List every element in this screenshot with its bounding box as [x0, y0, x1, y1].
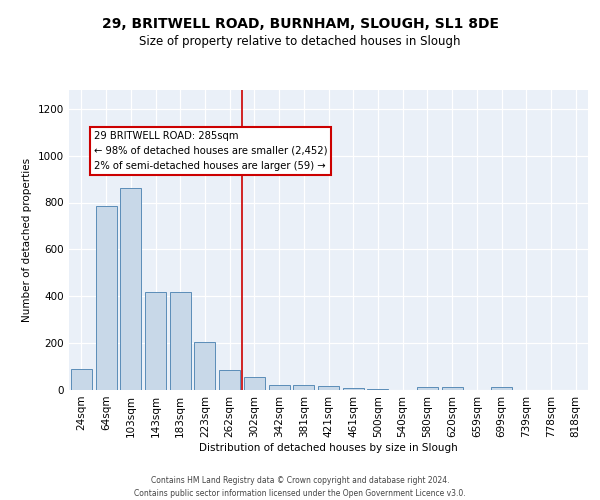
Bar [442, 387, 463, 390]
Bar [170, 292, 191, 390]
Bar [491, 387, 512, 390]
Bar [244, 377, 265, 390]
Bar [417, 387, 438, 390]
X-axis label: Distribution of detached houses by size in Slough: Distribution of detached houses by size … [199, 442, 458, 452]
Bar [219, 370, 240, 390]
Bar [367, 389, 388, 390]
Text: 29, BRITWELL ROAD, BURNHAM, SLOUGH, SL1 8DE: 29, BRITWELL ROAD, BURNHAM, SLOUGH, SL1 … [101, 18, 499, 32]
Bar [120, 188, 141, 390]
Bar [318, 386, 339, 390]
Bar [269, 386, 290, 390]
Bar [145, 292, 166, 390]
Bar [194, 342, 215, 390]
Text: Contains HM Land Registry data © Crown copyright and database right 2024.
Contai: Contains HM Land Registry data © Crown c… [134, 476, 466, 498]
Text: 29 BRITWELL ROAD: 285sqm
← 98% of detached houses are smaller (2,452)
2% of semi: 29 BRITWELL ROAD: 285sqm ← 98% of detach… [94, 131, 327, 170]
Y-axis label: Number of detached properties: Number of detached properties [22, 158, 32, 322]
Text: Size of property relative to detached houses in Slough: Size of property relative to detached ho… [139, 35, 461, 48]
Bar [293, 386, 314, 390]
Bar [95, 206, 116, 390]
Bar [343, 388, 364, 390]
Bar [71, 369, 92, 390]
